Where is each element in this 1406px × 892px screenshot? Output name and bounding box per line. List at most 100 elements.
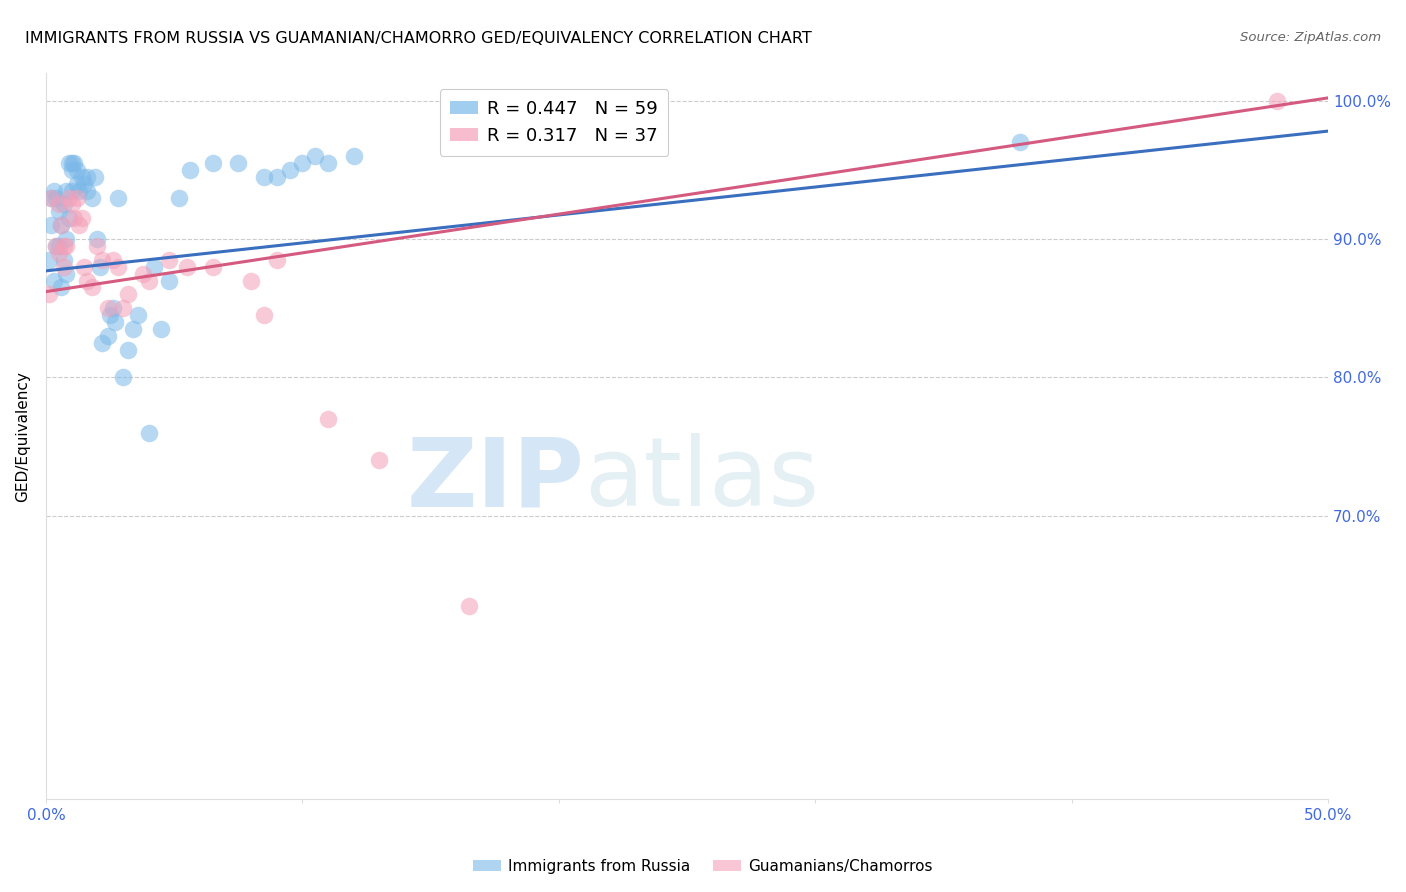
Point bbox=[55, 232, 77, 246]
Point bbox=[60, 162, 83, 177]
Point bbox=[111, 301, 134, 316]
Point bbox=[304, 149, 326, 163]
Point bbox=[253, 308, 276, 322]
Point bbox=[45, 190, 67, 204]
Point bbox=[343, 149, 366, 163]
Point bbox=[266, 252, 288, 267]
Point bbox=[48, 239, 70, 253]
Point bbox=[45, 239, 67, 253]
Point bbox=[253, 169, 276, 184]
Point bbox=[179, 162, 201, 177]
Point bbox=[132, 267, 155, 281]
Point bbox=[101, 301, 124, 316]
Point bbox=[169, 190, 191, 204]
Point bbox=[240, 274, 263, 288]
Point bbox=[55, 239, 77, 253]
Point bbox=[266, 169, 288, 184]
Point bbox=[117, 287, 139, 301]
Point bbox=[67, 218, 90, 232]
Point bbox=[157, 252, 180, 267]
Point bbox=[96, 329, 118, 343]
Point bbox=[39, 218, 62, 232]
Point bbox=[117, 343, 139, 357]
Point bbox=[51, 280, 73, 294]
Point bbox=[101, 252, 124, 267]
Point bbox=[201, 156, 224, 170]
Point bbox=[66, 177, 89, 191]
Point bbox=[316, 156, 339, 170]
Point bbox=[107, 190, 129, 204]
Point bbox=[76, 169, 98, 184]
Point bbox=[1265, 94, 1288, 108]
Point bbox=[83, 169, 105, 184]
Point bbox=[201, 260, 224, 274]
Point bbox=[82, 280, 104, 294]
Point bbox=[52, 197, 75, 211]
Point bbox=[73, 260, 96, 274]
Y-axis label: GED/Equivalency: GED/Equivalency bbox=[15, 371, 30, 501]
Point bbox=[38, 252, 60, 267]
Point bbox=[104, 315, 127, 329]
Point bbox=[63, 156, 86, 170]
Point bbox=[127, 308, 149, 322]
Text: ZIP: ZIP bbox=[406, 434, 585, 526]
Point bbox=[76, 274, 98, 288]
Point bbox=[138, 274, 160, 288]
Point bbox=[70, 169, 93, 184]
Point bbox=[98, 308, 121, 322]
Point bbox=[67, 184, 90, 198]
Point bbox=[86, 239, 108, 253]
Point bbox=[176, 260, 198, 274]
Point bbox=[52, 239, 75, 253]
Point bbox=[316, 412, 339, 426]
Point bbox=[55, 267, 77, 281]
Point bbox=[107, 260, 129, 274]
Point bbox=[291, 156, 314, 170]
Point bbox=[122, 322, 145, 336]
Point bbox=[458, 599, 481, 613]
Legend: R = 0.447   N = 59, R = 0.317   N = 37: R = 0.447 N = 59, R = 0.317 N = 37 bbox=[440, 89, 668, 156]
Point bbox=[42, 274, 65, 288]
Point bbox=[60, 197, 83, 211]
Legend: Immigrants from Russia, Guamanians/Chamorros: Immigrants from Russia, Guamanians/Chamo… bbox=[467, 853, 939, 880]
Point bbox=[48, 204, 70, 219]
Point bbox=[48, 245, 70, 260]
Point bbox=[63, 211, 86, 226]
Text: atlas: atlas bbox=[585, 434, 820, 526]
Point bbox=[91, 335, 114, 350]
Point bbox=[1010, 135, 1032, 149]
Point bbox=[66, 190, 89, 204]
Point bbox=[60, 156, 83, 170]
Point bbox=[73, 177, 96, 191]
Point bbox=[42, 184, 65, 198]
Point bbox=[58, 156, 80, 170]
Point bbox=[58, 211, 80, 226]
Point bbox=[39, 190, 62, 204]
Point bbox=[278, 162, 301, 177]
Point bbox=[142, 260, 165, 274]
Point bbox=[48, 197, 70, 211]
Point bbox=[138, 425, 160, 440]
Point bbox=[96, 301, 118, 316]
Point bbox=[91, 252, 114, 267]
Point bbox=[150, 322, 173, 336]
Point bbox=[60, 184, 83, 198]
Point bbox=[226, 156, 249, 170]
Point bbox=[45, 239, 67, 253]
Point bbox=[89, 260, 111, 274]
Point bbox=[52, 260, 75, 274]
Point bbox=[51, 218, 73, 232]
Point bbox=[86, 232, 108, 246]
Point bbox=[368, 453, 391, 467]
Point bbox=[58, 190, 80, 204]
Point bbox=[38, 287, 60, 301]
Point bbox=[157, 274, 180, 288]
Point bbox=[76, 184, 98, 198]
Point bbox=[82, 190, 104, 204]
Text: IMMIGRANTS FROM RUSSIA VS GUAMANIAN/CHAMORRO GED/EQUIVALENCY CORRELATION CHART: IMMIGRANTS FROM RUSSIA VS GUAMANIAN/CHAM… bbox=[25, 31, 813, 46]
Point bbox=[55, 184, 77, 198]
Point bbox=[111, 370, 134, 384]
Point bbox=[66, 162, 89, 177]
Point bbox=[52, 252, 75, 267]
Text: Source: ZipAtlas.com: Source: ZipAtlas.com bbox=[1240, 31, 1381, 45]
